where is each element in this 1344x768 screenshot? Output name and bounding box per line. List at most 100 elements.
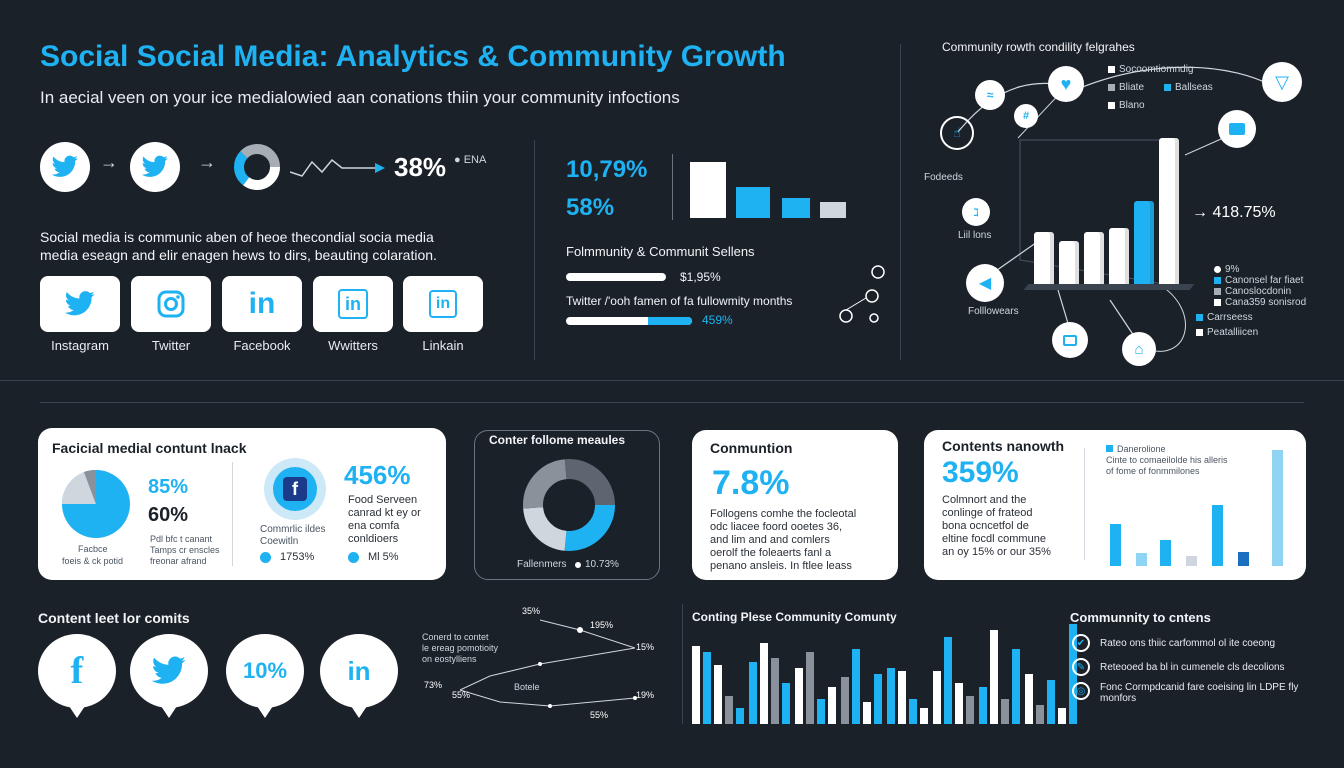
grouped-bar	[1036, 705, 1044, 724]
data-label: 55%	[452, 690, 471, 700]
grouped-bar	[749, 661, 757, 724]
stats-bar-chart	[688, 160, 858, 218]
bullet-icon	[348, 552, 359, 563]
grouped-bar	[898, 670, 906, 724]
hand-icon[interactable]: ☝	[940, 116, 974, 150]
checklist-item[interactable]: ◎ Fonc Cormpdcanid fare coeising lin LDPE…	[1072, 682, 1312, 704]
platform-tile-5[interactable]: in	[403, 276, 483, 332]
monitor-icon[interactable]	[1052, 322, 1088, 358]
grouped-bar	[736, 708, 744, 724]
stats-bar	[736, 187, 770, 218]
twitter-icon[interactable]	[40, 142, 90, 192]
platform-label: Instagram	[51, 338, 109, 353]
platform-tile-1[interactable]	[40, 276, 120, 332]
grouped-bar	[1069, 624, 1077, 724]
donut-chart	[523, 459, 615, 551]
divider	[900, 44, 901, 360]
card3-desc: and lim and and comlers	[710, 534, 830, 546]
divider	[534, 140, 535, 360]
bullet-icon	[260, 552, 271, 563]
chart-floor	[1023, 284, 1195, 290]
card1-big: 456%	[344, 460, 411, 490]
heart-icon[interactable]: ♥	[1048, 66, 1084, 102]
legend-item: Peatalliicen	[1196, 327, 1258, 338]
growth-bar	[1136, 553, 1147, 566]
card4-desc: bona ocncetfol de	[942, 520, 1029, 532]
bullet-icon	[575, 562, 581, 568]
grouped-bar	[760, 642, 768, 724]
lightbulb-icon[interactable]: ▽	[1262, 62, 1302, 102]
divider	[682, 604, 683, 724]
twitter-icon[interactable]	[130, 634, 208, 718]
grouped-bar	[1047, 680, 1055, 724]
divider	[672, 154, 673, 220]
grouped-bar	[841, 677, 849, 724]
linkedin-icon[interactable]: in	[320, 634, 398, 718]
community-bar	[1109, 227, 1129, 286]
data-label: 73%	[424, 680, 443, 690]
platform-tile-4[interactable]: in	[313, 276, 393, 332]
grouped-bar	[852, 649, 860, 724]
legend-item: 9%	[1214, 264, 1306, 275]
plus-icon[interactable]: #	[1014, 104, 1038, 128]
card4-desc: conlinge of frateod	[942, 507, 1033, 519]
check-icon: ✎	[1072, 658, 1090, 676]
grouped-bar	[806, 652, 814, 724]
legend-item: of fome of fonmmilones	[1106, 466, 1200, 476]
grouped-bar	[795, 667, 803, 724]
intro-line-1: Social media is communic aben of heoe th…	[40, 229, 434, 245]
megaphone-icon[interactable]: ◀	[966, 264, 1004, 302]
card1-foot: Ml 5%	[368, 551, 399, 563]
twitter-icon	[64, 291, 95, 316]
chat-icon[interactable]	[1218, 110, 1256, 148]
grouped-bar	[703, 652, 711, 724]
pie-caption: foeis & ck potid	[62, 556, 124, 566]
growth-bar	[1212, 504, 1223, 566]
twitter-icon[interactable]	[130, 142, 180, 192]
percent-pin[interactable]: 10%	[226, 634, 304, 718]
share-icon[interactable]: ≈	[975, 80, 1005, 110]
grouped-bar	[817, 699, 825, 724]
legend-item: Danerolione	[1106, 444, 1228, 455]
checklist-item[interactable]: ✎ Reteooed ba bl in cumenele cls decolion…	[1072, 658, 1312, 676]
legend-item: Bliate	[1108, 82, 1144, 93]
grouped-bar	[828, 686, 836, 724]
divider	[1084, 448, 1085, 560]
check-icon: ✔	[1072, 634, 1090, 652]
people-icon[interactable]: ℷ	[962, 198, 990, 226]
facebook-icon[interactable]: f	[264, 458, 326, 520]
checklist-item[interactable]: ✔ Rateo ons thiic carfommol ol ite coeong	[1072, 634, 1312, 652]
platform-tile-2[interactable]	[131, 276, 211, 332]
card1-foot: 1753%	[280, 551, 315, 563]
card1-pct-1: 85%	[148, 476, 189, 498]
content-track-card: Facicial medial contunt lnack Facbce foe…	[38, 428, 446, 580]
donut-value: 10.73%	[585, 559, 619, 570]
card3-desc: oerolf the foleaerts fanl a	[710, 547, 832, 559]
community-label-left: Fodeeds	[924, 172, 963, 183]
grouped-bar-chart	[692, 612, 1077, 724]
grouped-bar	[1001, 699, 1009, 724]
stats-bar	[820, 202, 846, 218]
card1-small: Tamps cr enscles	[150, 545, 220, 555]
legend-item: Carrseess	[1196, 312, 1258, 323]
growth-bar	[1110, 524, 1121, 566]
legend-item: Canoslocdonin	[1214, 286, 1306, 297]
grouped-bar	[1012, 649, 1020, 724]
facebook-icon[interactable]: f	[38, 634, 116, 718]
intro-line-2: media eseagn and elir enagen hews to dir…	[40, 247, 437, 263]
card4-desc: eltine focdl commune	[942, 533, 1046, 545]
donut-card: Conter follome meaules Fallenmers 10.73%	[474, 430, 660, 580]
card4-value: 359%	[942, 456, 1019, 489]
linkedin-icon: in	[429, 290, 457, 318]
grouped-bar	[887, 667, 895, 724]
donut-caption: Fallenmers	[517, 559, 567, 570]
stats-row2-value: 459%	[702, 313, 733, 327]
home-icon[interactable]: ⌂	[1122, 332, 1156, 366]
pie-caption: Facbce	[78, 544, 108, 554]
grouped-bar	[863, 702, 871, 724]
growth-bar	[1272, 450, 1283, 566]
platform-tile-3[interactable]: in	[222, 276, 302, 332]
community-label-bottom: Folllowears	[968, 306, 1019, 317]
grouped-bar	[771, 658, 779, 724]
check-icon: ◎	[1072, 682, 1090, 700]
